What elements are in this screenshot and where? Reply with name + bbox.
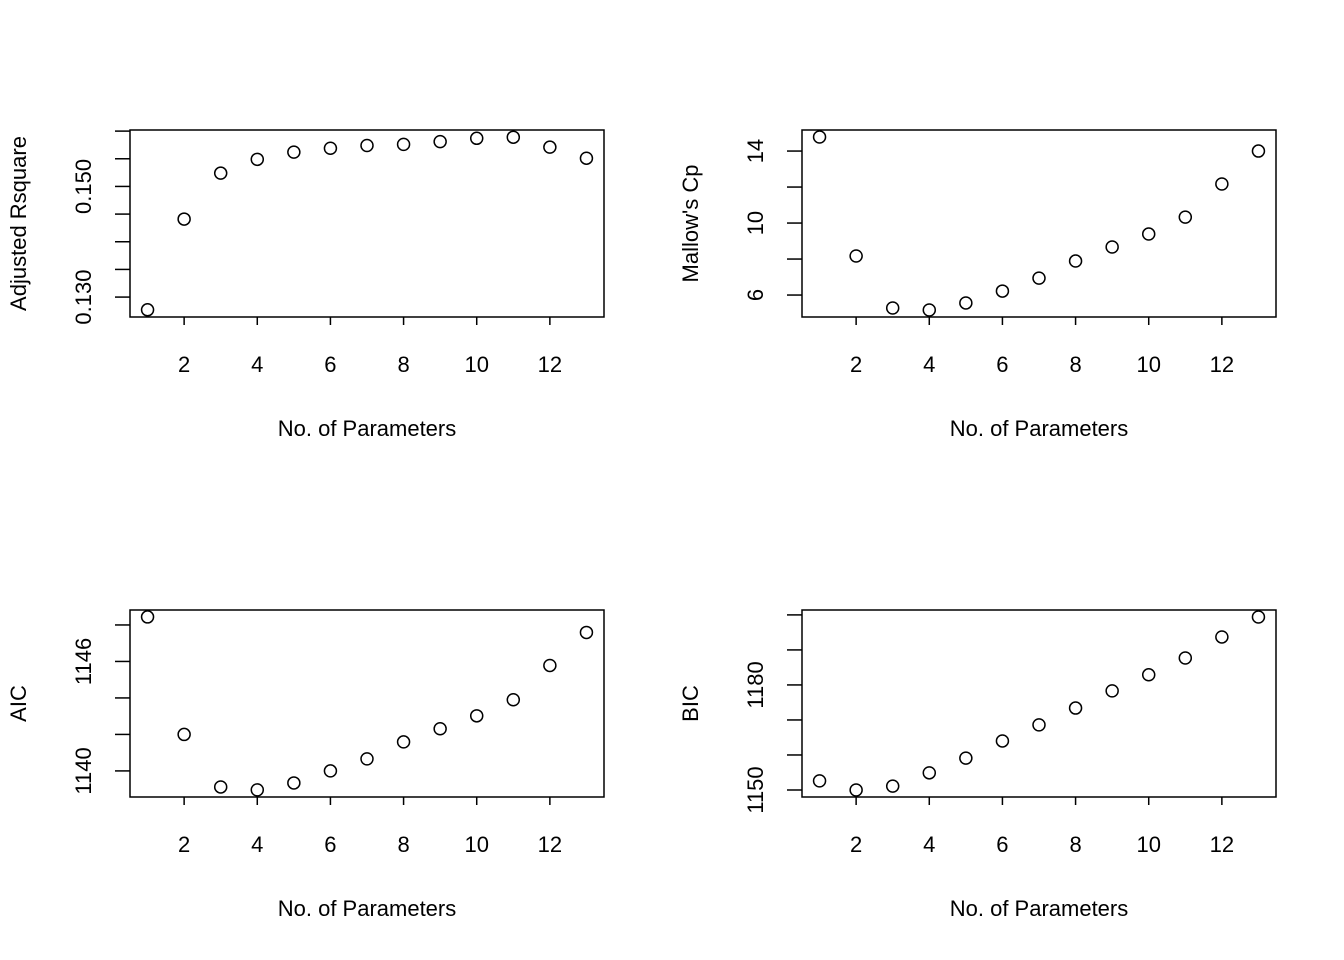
point [1068,701,1083,715]
point [506,130,521,144]
point [1032,718,1046,732]
point [922,303,937,317]
point [140,610,155,624]
y-tick-label: 0.150 [71,159,96,214]
x-tick-label: 10 [1136,832,1160,857]
plot-frame [129,129,605,318]
point [396,137,411,152]
point [213,780,228,794]
point [1215,177,1229,191]
y-tick-label: 1180 [743,661,768,708]
x-tick-label: 2 [850,832,862,857]
y-tick-label: 6 [743,289,768,301]
point [433,722,447,736]
y-tick-label: 0.130 [71,270,96,325]
point [885,301,900,315]
point [1251,144,1266,158]
point [922,766,937,780]
plot-frame [801,129,1277,318]
point [360,752,374,766]
x-tick-label: 6 [996,832,1008,857]
x-tick-label: 12 [1210,352,1234,377]
point [995,284,1010,298]
x-tick-label: 8 [1069,352,1081,377]
plot-frame [129,609,605,798]
y-tick-label: 1150 [743,766,768,813]
y-tick-label: 14 [743,139,768,163]
y-axis-label: Adjusted Rsquare [6,136,31,311]
point [1251,610,1266,624]
x-tick-label: 4 [923,352,935,377]
x-tick-label: 6 [324,832,336,857]
plot-frame [801,609,1277,798]
point [1032,271,1046,285]
point [1068,254,1083,268]
point [959,296,973,310]
point [177,727,191,742]
x-tick-label: 6 [996,352,1008,377]
point [1178,210,1193,224]
x-axis-label: No. of Parameters [278,416,457,441]
point [506,693,521,707]
x-tick-label: 8 [397,832,409,857]
point [1178,651,1193,665]
point [323,141,338,156]
x-tick-label: 12 [1210,832,1234,857]
point [543,658,557,673]
point [885,779,900,793]
point [360,138,374,153]
x-tick-label: 10 [464,832,488,857]
point [849,249,863,263]
x-tick-label: 10 [464,352,488,377]
point [995,734,1010,748]
point [469,131,484,146]
y-tick-label: 1146 [71,638,96,685]
point [177,212,191,226]
point [250,783,265,797]
point [1141,227,1156,241]
point [287,776,301,790]
x-tick-label: 8 [397,352,409,377]
point [579,151,594,165]
x-axis-label: No. of Parameters [950,416,1129,441]
x-tick-label: 2 [850,352,862,377]
x-axis-label: No. of Parameters [950,896,1129,921]
y-axis-label: Mallow's Cp [678,165,703,283]
y-axis-label: AIC [6,685,31,722]
x-tick-label: 2 [178,832,190,857]
x-tick-label: 4 [923,832,935,857]
point [812,130,827,144]
x-axis-label: No. of Parameters [278,896,457,921]
point [140,303,155,317]
y-tick-label: 1140 [71,747,96,794]
point [959,751,973,765]
point [543,140,557,154]
point [433,134,447,149]
y-tick-label: 10 [743,211,768,235]
point [287,145,301,159]
x-tick-label: 12 [538,352,562,377]
x-tick-label: 8 [1069,832,1081,857]
point [250,152,265,167]
x-tick-label: 6 [324,352,336,377]
y-axis-label: BIC [678,685,703,722]
point [812,774,827,788]
point [579,625,594,640]
x-tick-label: 4 [251,352,263,377]
point [469,709,484,723]
x-tick-label: 2 [178,352,190,377]
x-tick-label: 12 [538,832,562,857]
point [1215,630,1229,644]
point [213,166,228,180]
point [1141,668,1156,682]
point [1105,684,1119,698]
point [1105,240,1119,254]
x-tick-label: 4 [251,832,263,857]
point [396,735,411,749]
point [323,764,338,778]
point [849,783,863,797]
x-tick-label: 10 [1136,352,1160,377]
